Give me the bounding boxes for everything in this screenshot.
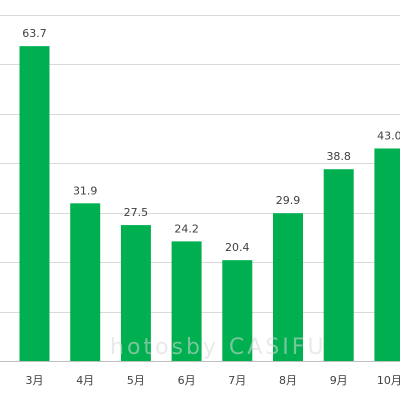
bar-value-label: 24.2 [174, 222, 199, 235]
x-tick-label: 8月 [279, 374, 297, 387]
bar [324, 169, 354, 361]
bar-value-label: 63.7 [22, 27, 47, 40]
x-axis-tick-labels: 3月 4月 5月 6月 7月 8月 9月 10月 [26, 374, 400, 387]
watermark-text: hotosby CASIFU [110, 335, 327, 360]
bar-value-label: 31.9 [73, 184, 98, 197]
bar [70, 203, 100, 361]
x-tick-label: 5月 [127, 374, 145, 387]
x-tick-label: 9月 [330, 374, 348, 387]
bar-value-label: 20.4 [225, 241, 250, 254]
x-tick-label: 4月 [76, 374, 94, 387]
bar-value-label: 29.9 [276, 194, 301, 207]
x-tick-label: 7月 [228, 374, 246, 387]
x-tick-label: 3月 [26, 374, 44, 387]
x-tick-label: 10月 [377, 374, 400, 387]
bar-value-label: 27.5 [124, 206, 149, 219]
bar-value-label: 43.0 [377, 129, 400, 142]
bar [20, 46, 50, 361]
bar [374, 148, 400, 361]
x-tick-label: 6月 [178, 374, 196, 387]
bar-series [20, 46, 400, 361]
bar-value-label: 38.8 [326, 150, 351, 163]
